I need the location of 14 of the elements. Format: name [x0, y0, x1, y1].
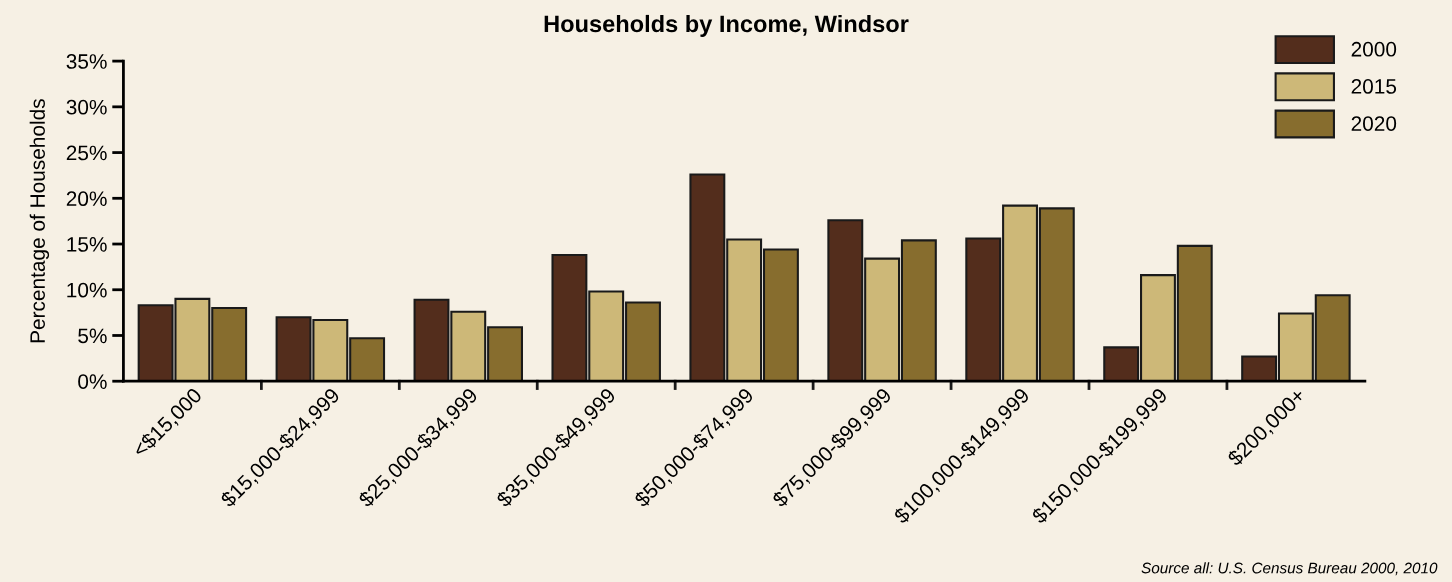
- y-tick-label: 0%: [78, 374, 107, 389]
- y-axis-title: Percentage of Households: [29, 99, 50, 343]
- y-tick-label: 20%: [66, 191, 107, 207]
- y-tick-label: 30%: [66, 99, 107, 115]
- legend-label: 2020: [1351, 116, 1397, 131]
- y-tick-label: 25%: [66, 145, 107, 161]
- legend-label: 2000: [1351, 41, 1397, 57]
- y-tick-label: 35%: [66, 54, 107, 69]
- chart-title: Households by Income, Windsor: [544, 14, 909, 37]
- y-tick-label: 15%: [67, 237, 107, 252]
- y-tick-label: 5%: [78, 328, 107, 344]
- legend-label: 2015: [1351, 79, 1397, 94]
- source-note: Source all: U.S. Census Bureau 2000, 2010: [1141, 562, 1438, 576]
- y-tick-label: 10%: [67, 282, 107, 298]
